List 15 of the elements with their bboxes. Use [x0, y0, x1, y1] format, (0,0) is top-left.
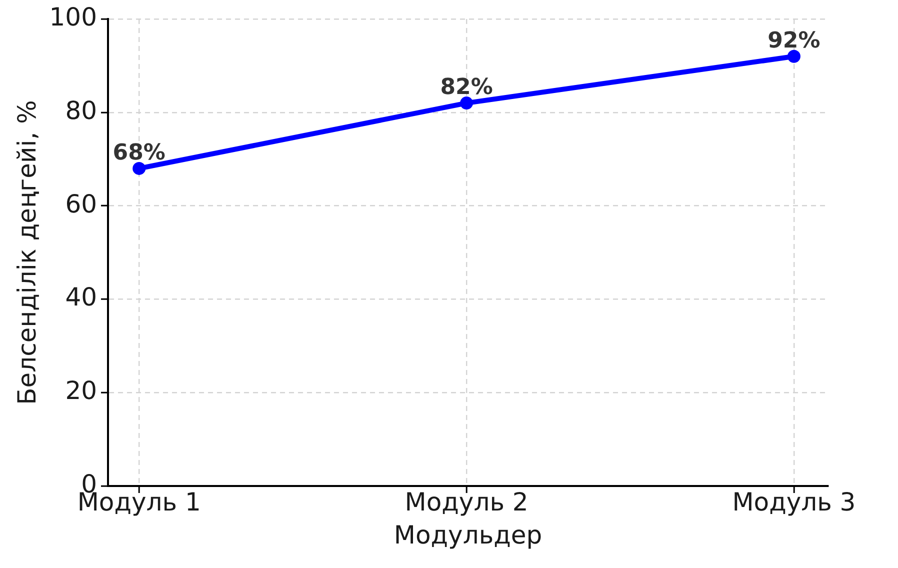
- x-tick-label: Модуль 2: [404, 488, 528, 516]
- data-label: 68%: [112, 140, 166, 166]
- y-tick-label: 100: [49, 2, 97, 32]
- y-tick-label: 40: [65, 282, 97, 312]
- point: [132, 162, 146, 175]
- point: [787, 50, 800, 63]
- y-tick-label: 60: [65, 189, 97, 218]
- x-tick-label: Модуль 3: [732, 488, 856, 516]
- y-tick-label: 20: [65, 376, 97, 406]
- data-label: 82%: [440, 75, 493, 100]
- point: [460, 96, 474, 110]
- x-axis-title: Модульдер: [394, 520, 542, 550]
- y-axis-title: Белсенділік деңгейі, %: [12, 100, 42, 405]
- data-label: 92%: [768, 28, 820, 54]
- y-tick-label: 80: [65, 96, 97, 125]
